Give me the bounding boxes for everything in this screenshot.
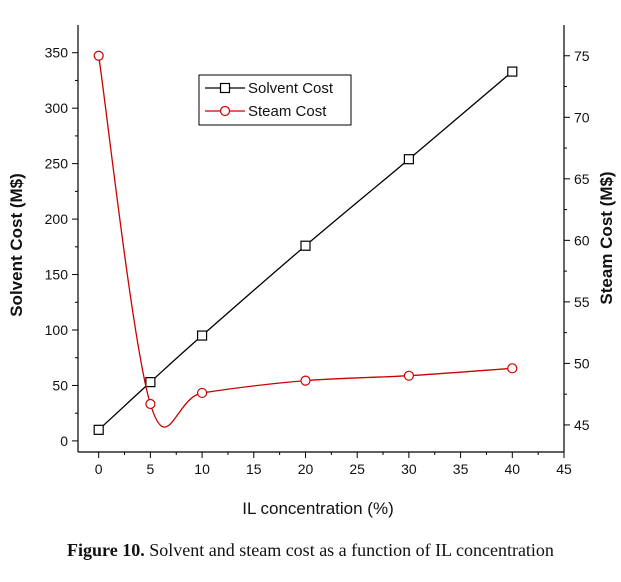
x-tick-label: 10: [194, 461, 210, 477]
y-left-tick-label: 350: [45, 45, 69, 61]
y-right-tick-label: 60: [574, 232, 590, 248]
caption-label: Figure 10.: [67, 540, 145, 560]
y-left-tick-label: 100: [45, 322, 69, 338]
plot-frame: [77, 25, 565, 453]
left-y-axis-title: Solvent Cost (M$): [7, 173, 26, 317]
y-left-tick-label: 0: [60, 433, 68, 449]
legend-box: [198, 74, 352, 126]
x-tick-label: 0: [95, 461, 103, 477]
solvent-cost-point: [403, 154, 414, 165]
x-tick-label: 5: [146, 461, 154, 477]
x-axis-title: IL concentration (%): [242, 499, 394, 518]
figure-caption: Figure 10. Solvent and steam cost as a f…: [0, 540, 621, 561]
y-left-tick-label: 150: [45, 267, 69, 283]
x-tick-label: 35: [453, 461, 469, 477]
y-left-tick-label: 250: [45, 156, 69, 172]
solvent-cost-point: [93, 424, 104, 435]
y-right-tick-label: 70: [574, 109, 590, 125]
x-tick-label: 25: [349, 461, 365, 477]
solvent-cost-point: [300, 240, 311, 251]
legend-solvent-cost-marker: [219, 82, 231, 94]
y-right-tick-label: 65: [574, 171, 590, 187]
left-y-axis: 0 50 100 150 200 250 300 350: [45, 45, 78, 449]
x-tick-label: 15: [246, 461, 262, 477]
steam-cost-point: [300, 375, 311, 386]
legend: Solvent Cost Steam Cost: [198, 74, 352, 126]
y-right-tick-label: 75: [574, 48, 590, 64]
steam-cost-point: [507, 363, 518, 374]
legend-steam-cost-marker: [219, 105, 231, 117]
y-right-tick-label: 50: [574, 355, 590, 371]
legend-steam-cost-label: Steam Cost: [248, 103, 327, 120]
y-left-tick-label: 50: [52, 377, 68, 393]
caption-text: Solvent and steam cost as a function of …: [149, 540, 554, 560]
steam-cost-point: [93, 50, 104, 61]
x-tick-label: 30: [401, 461, 417, 477]
chart: 0 5 10 15 20 25 30 35 40 45 0 50 100 150 200 250 300 350…: [7, 25, 616, 518]
solvent-cost-point: [196, 330, 208, 341]
x-tick-label: 20: [298, 461, 314, 477]
solvent-cost-point: [145, 377, 156, 388]
steam-cost-point: [145, 398, 156, 410]
steam-cost-point: [196, 387, 208, 399]
x-tick-label: 45: [556, 461, 572, 477]
y-right-tick-label: 45: [574, 417, 590, 433]
steam-cost-point: [403, 370, 414, 381]
y-left-tick-label: 200: [45, 211, 69, 227]
right-y-axis: 45 50 55 60 65 70 75: [564, 48, 590, 433]
series-layer: [93, 50, 518, 435]
y-right-tick-label: 55: [574, 294, 590, 310]
x-tick-label: 40: [505, 461, 521, 477]
y-left-tick-label: 300: [45, 100, 69, 116]
x-axis: 0 5 10 15 20 25 30 35 40 45: [95, 452, 572, 477]
right-y-axis-title: Steam Cost (M$): [597, 171, 616, 304]
solvent-cost-point: [507, 66, 518, 77]
legend-solvent-cost-label: Solvent Cost: [248, 80, 334, 97]
